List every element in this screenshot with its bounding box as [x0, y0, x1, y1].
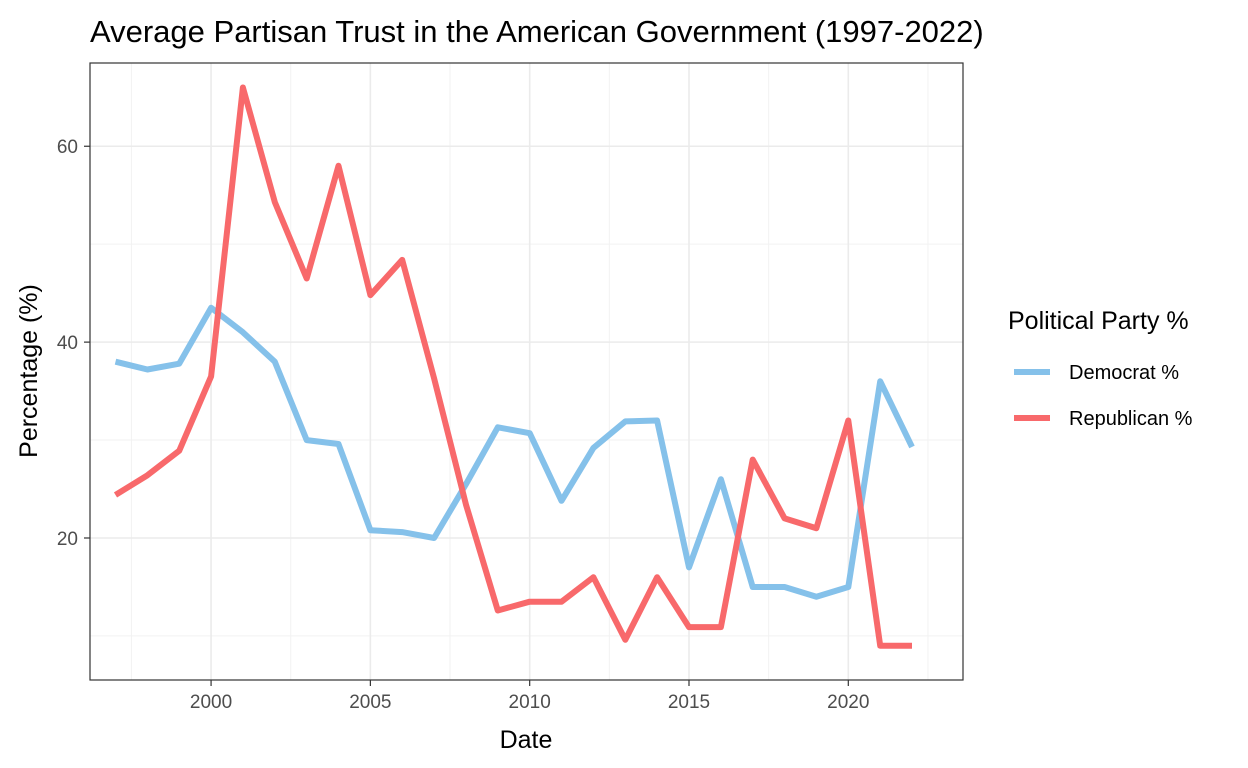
x-tick-label: 2010 — [509, 692, 551, 713]
plot-panel-border — [89, 62, 964, 681]
y-tick-label: 60 — [57, 137, 78, 158]
legend-label: Republican % — [1069, 408, 1193, 430]
y-tick-label: 40 — [57, 333, 78, 354]
minor-gridlines — [90, 63, 963, 680]
y-axis-ticks: 20 40 60 — [57, 137, 90, 550]
y-axis-label: Percentage (%) — [15, 284, 43, 458]
x-axis-ticks: 2000 2005 2010 2015 2020 — [190, 680, 869, 713]
legend-items: Democrat % Republican % — [1014, 362, 1193, 430]
major-gridlines — [90, 63, 963, 680]
x-tick-label: 2005 — [349, 692, 391, 713]
chart-title: Average Partisan Trust in the American G… — [90, 14, 984, 49]
legend: Political Party % Democrat % Republican % — [1008, 307, 1193, 430]
legend-label: Democrat % — [1069, 362, 1179, 384]
series-lines — [113, 84, 915, 649]
x-tick-label: 2000 — [190, 692, 232, 713]
x-axis-label: Date — [500, 726, 553, 754]
series-line-democrat — [114, 304, 915, 600]
x-tick-label: 2015 — [668, 692, 710, 713]
y-tick-label: 20 — [57, 529, 78, 550]
x-tick-label: 2020 — [827, 692, 869, 713]
legend-title: Political Party % — [1008, 307, 1189, 335]
series-line-republican — [113, 84, 912, 649]
